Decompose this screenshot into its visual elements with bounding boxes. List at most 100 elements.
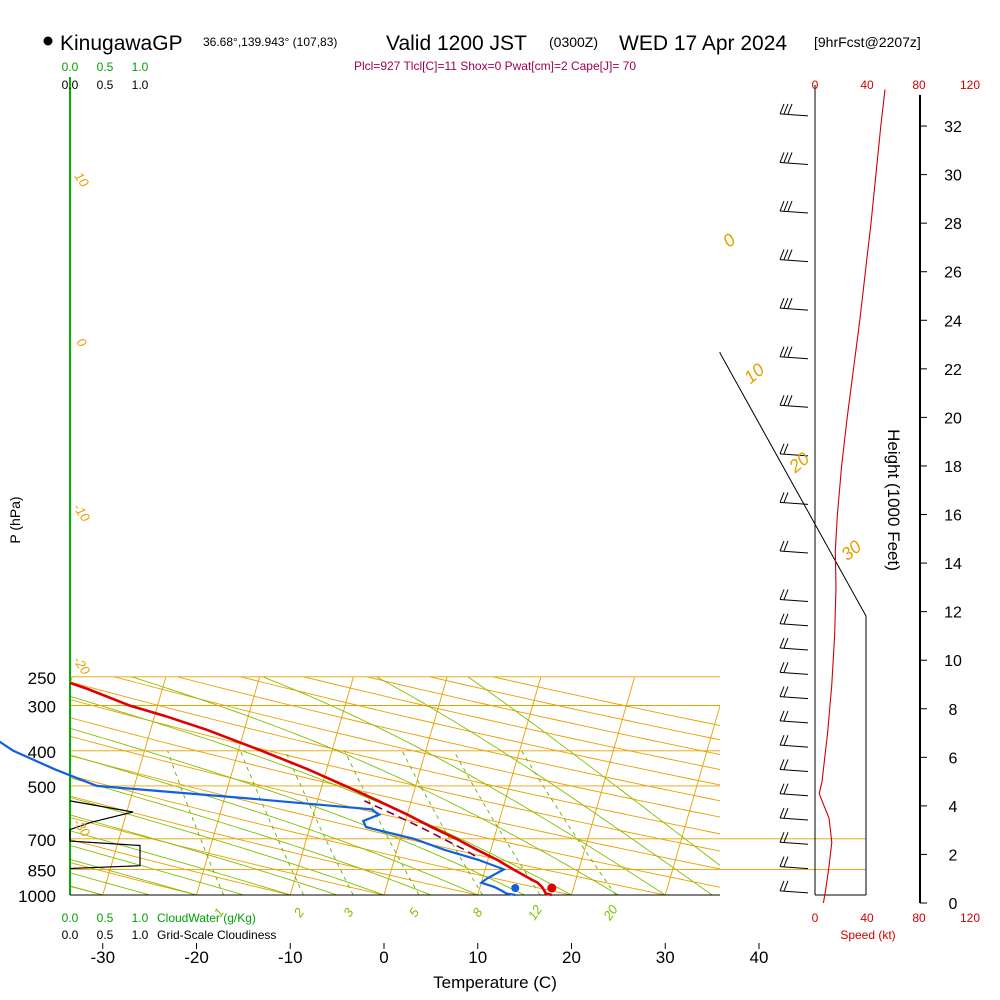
stability-indices: Plcl=927 Tlcl[C]=11 Shox=0 Pwat[cm]=2 Ca…: [354, 59, 636, 73]
wind-barb-staff: [779, 599, 809, 602]
wind-barb-feather: [779, 589, 785, 600]
wind-barb-feather: [779, 662, 785, 673]
height-tick-label: 18: [944, 459, 962, 476]
wind-barb-feather: [779, 637, 785, 649]
dry-adiabat-line: [70, 717, 720, 870]
wind-barb-feather: [779, 832, 785, 843]
moist-adiabat-line: [70, 727, 525, 895]
dry-adiabat-line: [70, 775, 572, 895]
wind-barb-feather: [783, 880, 789, 892]
height-tick-label: 8: [949, 702, 958, 719]
dry-adiabat-line: [70, 862, 197, 895]
wind-barb-feather: [787, 297, 793, 309]
wind-barb-feather: [779, 759, 785, 770]
wind-barb-feather: [783, 103, 789, 115]
wind-barb-feather: [783, 297, 789, 309]
wind-barb-staff: [779, 210, 809, 214]
cloudwater-tick-top: 0.0: [62, 60, 79, 74]
surface-temperature-marker: [547, 883, 557, 893]
wind-barb-staff: [779, 453, 809, 457]
dry-adiabat-line: [240, 676, 720, 786]
height-tick-label: 10: [944, 653, 962, 670]
temperature-axis-title: Temperature (C): [433, 973, 557, 992]
speed-tick-top: 80: [912, 78, 926, 92]
temperature-tick-label: -20: [184, 948, 209, 967]
temperature-tick-label: 30: [656, 948, 675, 967]
plot-frame: [69, 77, 720, 896]
height-tick-label: 2: [949, 847, 958, 864]
wind-barb-staff: [779, 866, 809, 870]
wind-barb-feather: [783, 637, 789, 649]
height-tick-label: 16: [944, 508, 962, 525]
dewpoint-line: [0, 740, 516, 897]
moist-adiabat-line: [131, 676, 619, 895]
wind-barb-feather: [787, 152, 793, 163]
wind-barb-feather: [787, 249, 793, 260]
wind-barb-feather: [779, 783, 785, 794]
wind-barb-feather: [787, 103, 793, 115]
wind-barb-feather: [783, 856, 789, 867]
dry-adiabat-line: [177, 676, 720, 802]
height-tick-label: 6: [949, 750, 958, 767]
height-tick-label: 12: [944, 605, 962, 622]
temperature-tick-label: 0: [379, 948, 388, 967]
wind-panel: [719, 85, 867, 896]
wind-barb-feather: [779, 152, 785, 163]
mixing-ratio-line: [239, 750, 304, 895]
moist-adiabat-line: [70, 754, 478, 895]
wind-barb-feather: [779, 710, 785, 722]
dry-adiabat-line: [70, 839, 291, 895]
height-tick-label: 26: [944, 265, 962, 282]
moist-adiabat-line: [70, 777, 432, 895]
wind-speed-profile: [818, 89, 886, 904]
wind-barb-feather: [783, 783, 789, 794]
moist-adiabat-line: [70, 830, 291, 895]
pressure-tick-label: 250: [28, 669, 56, 688]
wind-barb-feather: [779, 734, 785, 746]
dewpoint-profile: [0, 740, 520, 897]
cloudwater-tick-bottom: 0.0: [62, 911, 79, 925]
height-tick-label: 30: [944, 168, 962, 185]
wind-barbs: [779, 103, 809, 894]
wind-barb-feather: [783, 200, 789, 212]
cloudiness-tick-top: 0.0: [62, 78, 79, 92]
moist-adiabat-line: [70, 872, 150, 895]
wind-barb-feather: [787, 200, 793, 212]
wind-barb-staff: [779, 501, 809, 505]
wind-barb-staff: [779, 841, 809, 845]
temperature-profile: [69, 681, 557, 897]
temperature-tick-label: 10: [468, 948, 487, 967]
wind-barb-feather: [779, 200, 785, 212]
dry-adiabat-line: [70, 699, 720, 852]
cloudiness-axis-title: Grid-Scale Cloudiness: [157, 928, 276, 942]
wind-barb-feather: [783, 832, 789, 843]
valid-time: Valid 1200 JST: [386, 32, 527, 55]
speed-tick-bottom: 120: [960, 911, 980, 925]
forecast-info: [9hrFcst@2207z]: [814, 34, 921, 50]
height-tick-label: 4: [949, 799, 958, 816]
wind-barb-staff: [779, 623, 809, 627]
moist-adiabat-line: [376, 676, 713, 895]
wind-speed-line: [818, 89, 886, 904]
wind-barb-feather: [779, 492, 785, 503]
wind-barb-feather: [779, 540, 785, 552]
wind-barb-feather: [783, 346, 789, 357]
wind-barb-staff: [779, 404, 809, 408]
mixing-ratio-line: [167, 750, 224, 895]
pressure-tick-label: 300: [28, 697, 56, 716]
wind-barb-feather: [783, 613, 789, 624]
height-tick-label: 14: [944, 556, 962, 573]
dry-adiabat-lines: [70, 676, 720, 895]
wind-barb-feather: [783, 249, 789, 260]
pressure-tick-label: 400: [28, 743, 56, 762]
speed-tick-top: 120: [960, 78, 980, 92]
wind-barb-staff: [779, 671, 809, 675]
wind-barb-feather: [783, 395, 789, 406]
wind-barb-feather: [787, 346, 793, 357]
pressure-tick-label: 500: [28, 778, 56, 797]
wind-barb-staff: [779, 161, 809, 165]
wind-barb-staff: [779, 696, 809, 700]
axis-labels: 1 2 3 5 8 12 20100-10-20-300102030004040808012…: [7, 60, 980, 992]
